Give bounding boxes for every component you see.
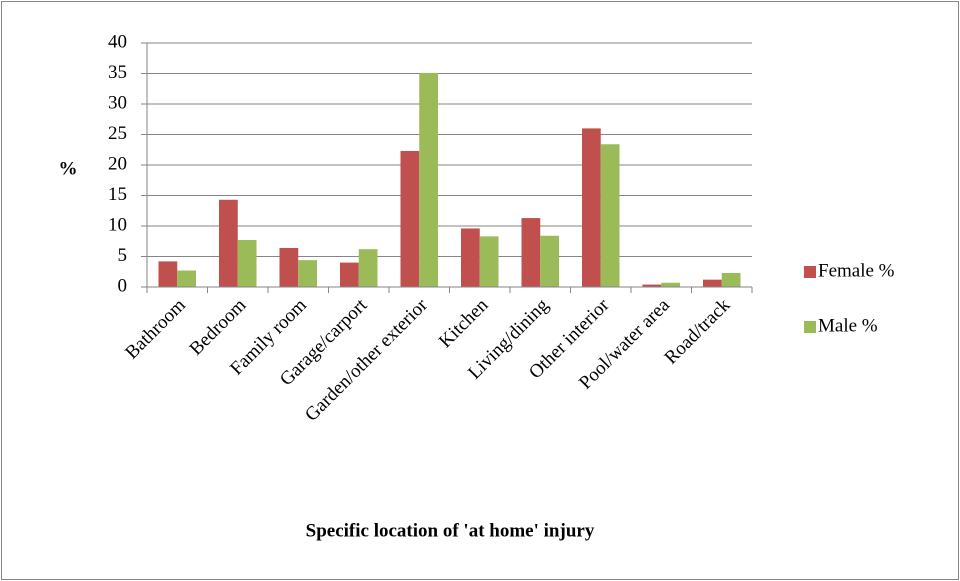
bar bbox=[358, 249, 378, 287]
legend-swatch bbox=[804, 321, 816, 333]
bar bbox=[479, 236, 499, 287]
bar bbox=[661, 282, 681, 287]
bar bbox=[237, 240, 257, 287]
bar bbox=[218, 199, 238, 287]
bar bbox=[460, 228, 480, 287]
bar bbox=[702, 279, 722, 287]
y-tick-label: 10 bbox=[108, 214, 127, 235]
bar bbox=[298, 260, 318, 287]
y-tick-label: 0 bbox=[118, 275, 128, 296]
bar bbox=[600, 144, 620, 287]
bar bbox=[339, 262, 359, 287]
y-tick-label: 15 bbox=[108, 184, 127, 205]
bar bbox=[521, 218, 541, 287]
y-tick-label: 5 bbox=[118, 245, 128, 266]
y-tick-label: 30 bbox=[108, 92, 127, 113]
y-tick-label: 25 bbox=[108, 123, 127, 144]
bar bbox=[400, 150, 420, 287]
legend-swatch bbox=[804, 266, 816, 278]
bar bbox=[642, 284, 662, 287]
bar bbox=[540, 235, 560, 287]
bar bbox=[721, 272, 741, 287]
x-axis-label: Specific location of 'at home' injury bbox=[306, 520, 595, 541]
y-tick-label: 20 bbox=[108, 153, 127, 174]
bar bbox=[581, 128, 601, 287]
y-axis-label: % bbox=[59, 158, 78, 179]
legend-label: Female % bbox=[818, 260, 895, 281]
y-tick-label: 35 bbox=[108, 62, 127, 83]
bar bbox=[177, 270, 197, 287]
legend-label: Male % bbox=[818, 315, 878, 336]
bar bbox=[279, 247, 299, 287]
bar bbox=[419, 72, 439, 287]
y-tick-label: 40 bbox=[108, 31, 127, 52]
bar bbox=[158, 261, 178, 287]
